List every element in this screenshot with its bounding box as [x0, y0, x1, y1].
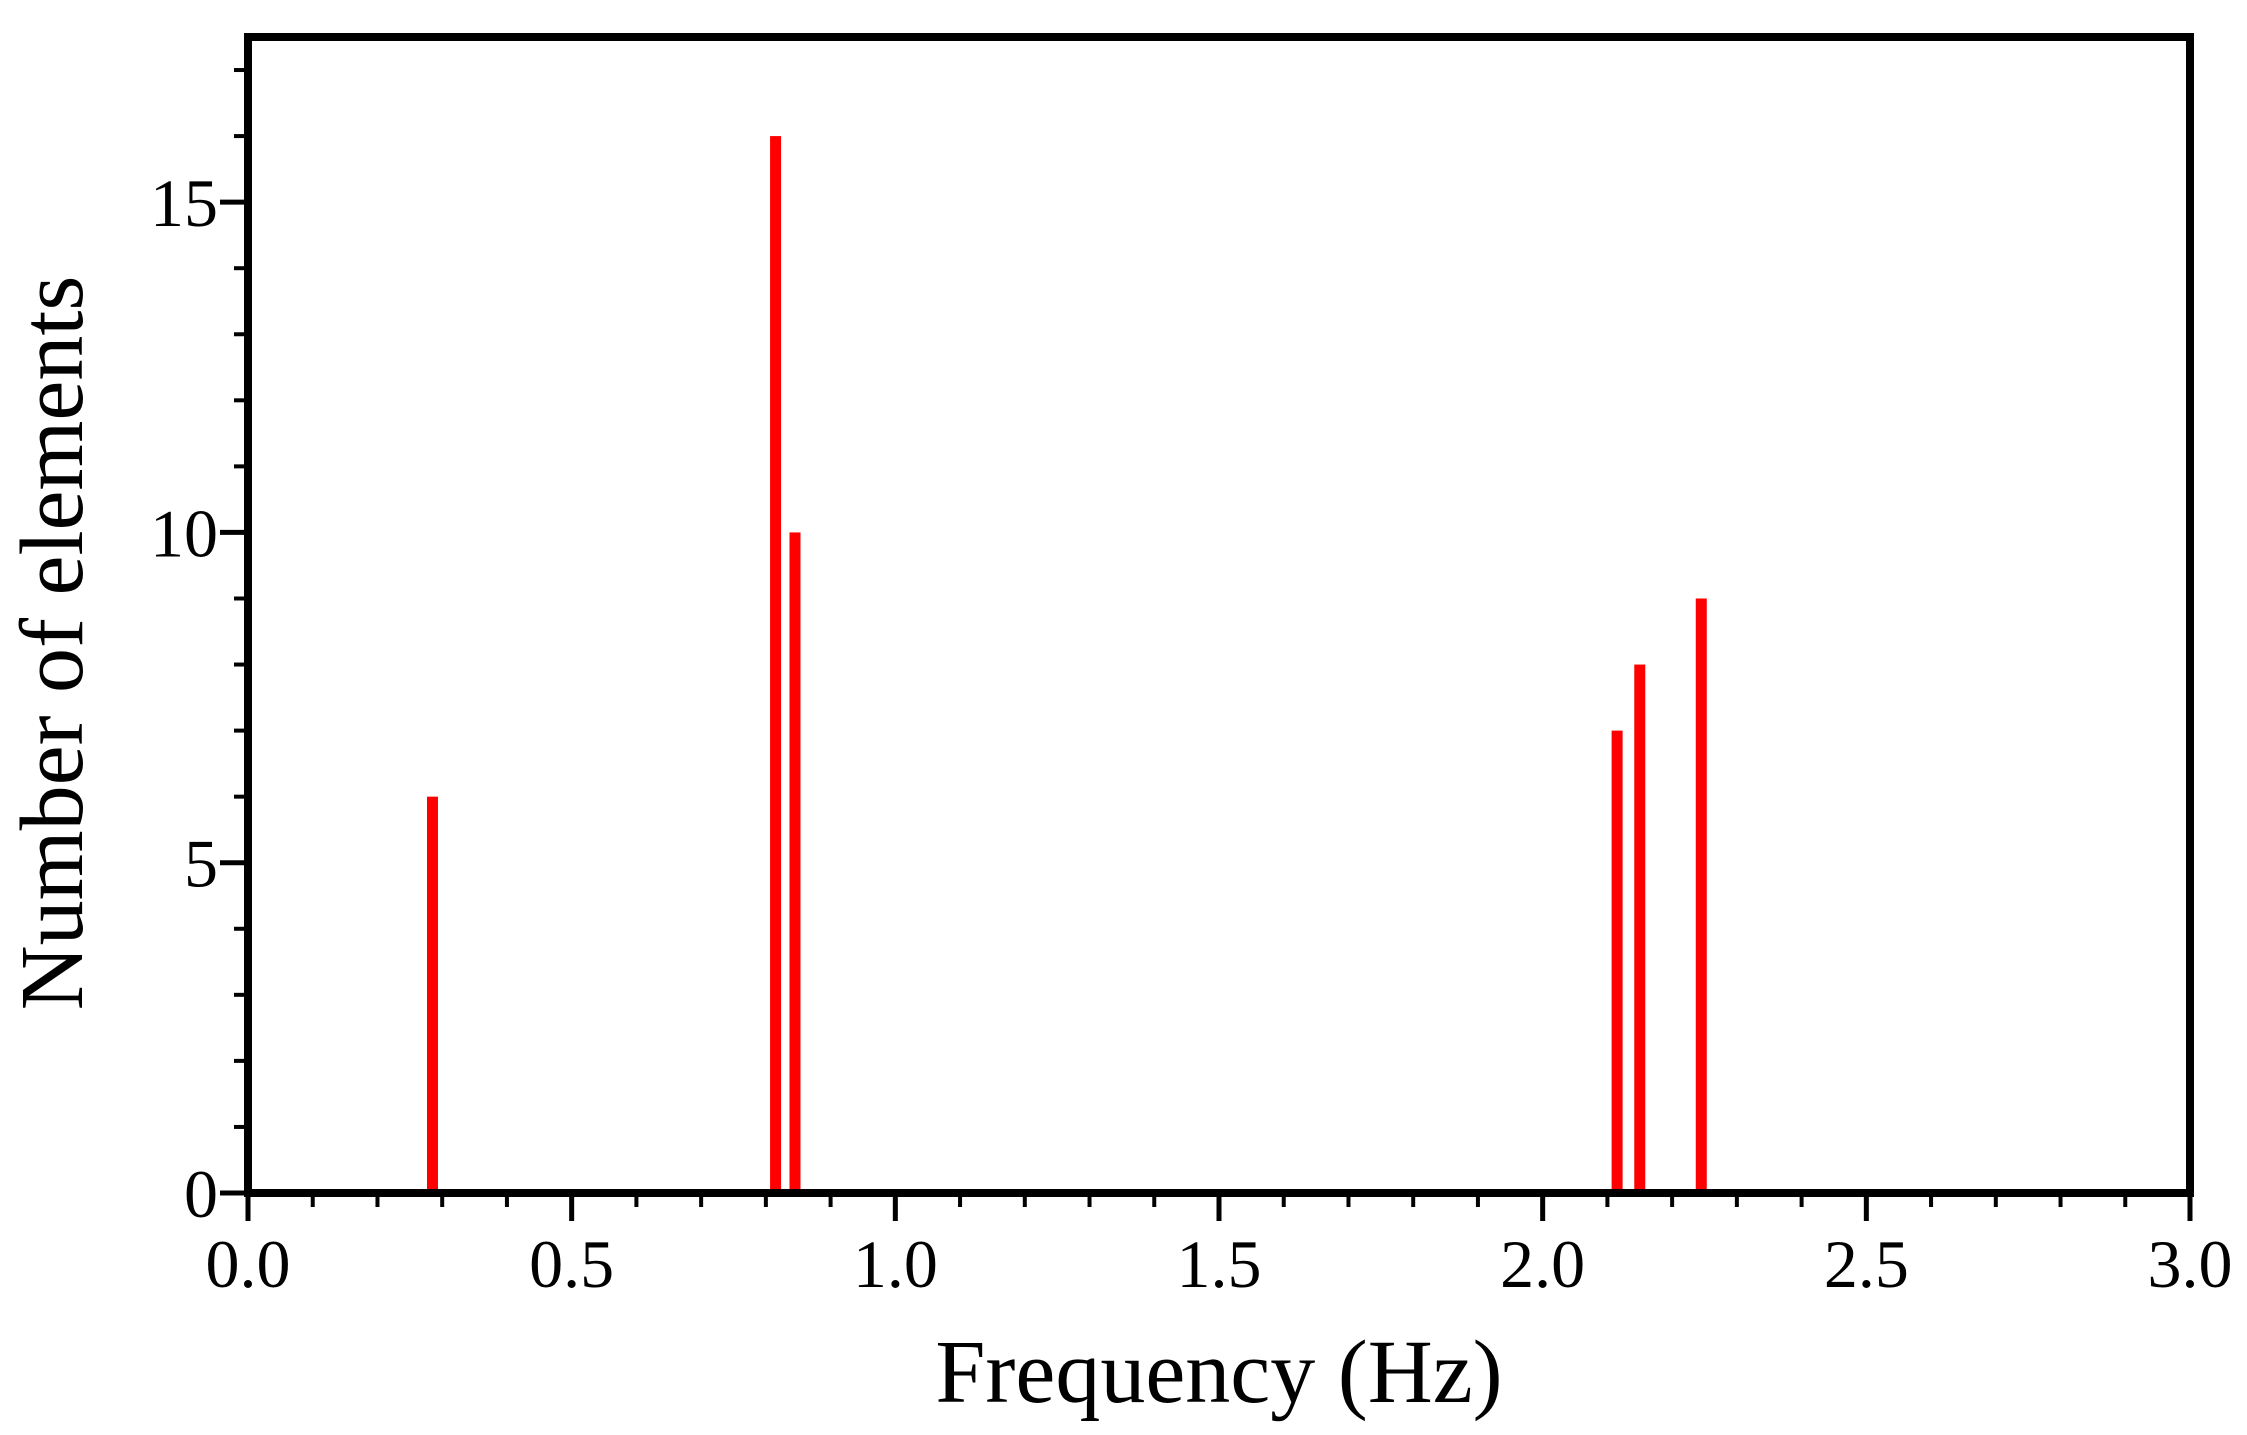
- x-tick-label-2: 1.0: [853, 1226, 938, 1302]
- bar-2: [789, 532, 801, 1193]
- y-tick-label-3: 15: [150, 165, 218, 241]
- y-tick-label-0: 0: [184, 1156, 218, 1232]
- major-ticks: [220, 199, 2193, 1221]
- x-tick-label-6: 3.0: [2148, 1226, 2233, 1302]
- bar-4: [1634, 664, 1646, 1193]
- x-tick-labels: 0.0 0.5 1.0 1.5 2.0 2.5 3.0: [206, 1226, 2233, 1302]
- plot-frame: [244, 33, 2194, 1197]
- y-tick-labels: 0 5 10 15: [150, 165, 218, 1232]
- x-tick-label-3: 1.5: [1177, 1226, 1262, 1302]
- y-tick-label-1: 5: [184, 826, 218, 902]
- x-axis-title: Frequency (Hz): [935, 1323, 1502, 1422]
- bar-5: [1695, 598, 1707, 1193]
- x-tick-label-5: 2.5: [1824, 1226, 1909, 1302]
- x-tick-label-4: 2.0: [1500, 1226, 1585, 1302]
- y-axis-title: Number of elements: [3, 276, 102, 1011]
- x-tick-label-1: 0.5: [529, 1226, 614, 1302]
- minor-ticks: [234, 68, 2192, 1207]
- bars-layer: [426, 136, 1707, 1194]
- bar-0: [426, 796, 438, 1193]
- bar-1: [770, 136, 782, 1194]
- bar-3: [1611, 730, 1623, 1193]
- x-tick-label-0: 0.0: [206, 1226, 291, 1302]
- y-tick-label-2: 10: [150, 495, 218, 571]
